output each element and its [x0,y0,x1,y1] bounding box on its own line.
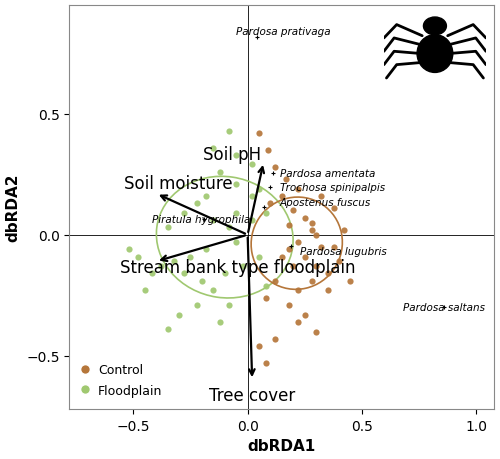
Text: Pardosa prativaga: Pardosa prativaga [236,27,331,37]
Point [300,215,308,222]
Point [284,302,292,309]
Text: Pardosa amentata: Pardosa amentata [280,168,375,179]
Point [248,162,256,169]
Point [164,326,172,333]
Point [248,193,256,200]
Point [300,253,308,261]
Point [239,263,247,270]
Point [282,176,290,183]
Point [186,253,194,261]
Point [134,253,142,261]
Point [271,336,279,343]
Point [316,193,324,200]
Y-axis label: dbRDA2: dbRDA2 [6,173,20,241]
Text: Soil moisture: Soil moisture [124,174,233,192]
Point [216,319,224,326]
Point [248,217,256,224]
Point [330,205,338,213]
Point [278,253,286,261]
Legend: Control, Floodplain: Control, Floodplain [76,357,168,403]
Point [232,210,240,217]
Point [255,130,263,137]
Point [226,224,234,232]
Point [164,224,172,232]
Point [232,239,240,246]
Point [202,193,210,200]
Point [266,200,274,207]
Point [157,263,165,270]
Point [294,287,302,295]
Text: Stream bank type floodplain: Stream bank type floodplain [120,259,355,277]
Point [210,287,218,295]
Point [324,270,332,278]
Point [316,244,324,251]
Point [300,311,308,319]
Point [330,244,338,251]
Point [312,328,320,336]
Text: Trochosa spinipalpis: Trochosa spinipalpis [280,183,384,193]
Point [308,219,316,227]
Point [294,185,302,193]
Point [262,360,270,367]
Point [221,270,229,278]
Point [324,287,332,295]
Point [294,319,302,326]
Text: Soil pH: Soil pH [202,145,260,163]
Point [278,193,286,200]
Point [141,287,149,295]
Point [255,343,263,350]
Text: Piratula hygrophila: Piratula hygrophila [152,214,250,224]
Text: Pardosa lugubris: Pardosa lugubris [300,246,387,257]
Point [198,278,206,285]
Point [284,246,292,253]
Point [271,278,279,285]
Point [194,200,202,207]
Point [226,302,234,309]
Point [262,282,270,290]
Point [312,263,320,270]
Point [308,278,316,285]
Point [216,169,224,176]
Point [284,222,292,229]
Point [262,210,270,217]
X-axis label: dbRDA1: dbRDA1 [248,438,316,453]
Point [312,231,320,239]
Point [226,128,234,135]
Point [148,270,156,278]
Point [294,239,302,246]
Point [175,311,183,319]
Point [180,270,188,278]
Point [202,246,210,253]
Point [340,227,347,234]
Point [232,181,240,188]
Point [210,217,218,224]
Point [194,302,202,309]
Point [290,207,298,215]
Text: Tree cover: Tree cover [209,386,296,404]
Point [308,227,316,234]
Point [180,210,188,217]
Point [264,147,272,154]
Point [125,246,133,253]
Point [255,253,263,261]
Point [290,263,298,270]
Point [271,164,279,171]
Point [232,152,240,159]
Point [170,258,178,265]
Point [335,258,343,265]
Text: Apostenus fuscus: Apostenus fuscus [280,197,371,207]
Point [210,145,218,152]
Text: Pardosa saltans: Pardosa saltans [403,303,485,313]
Point [255,185,263,193]
Point [346,278,354,285]
Point [262,294,270,302]
